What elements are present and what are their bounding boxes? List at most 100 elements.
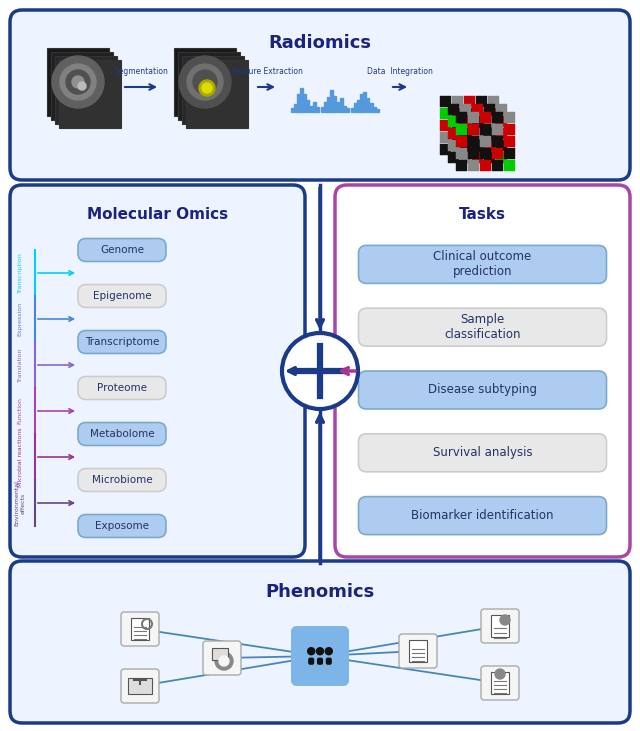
Bar: [464, 120, 475, 131]
Bar: [448, 128, 459, 139]
Bar: [460, 128, 471, 139]
Circle shape: [78, 82, 86, 90]
Circle shape: [215, 652, 233, 670]
Bar: [327, 97, 330, 112]
Bar: [343, 106, 346, 112]
Bar: [468, 136, 479, 147]
Circle shape: [193, 70, 217, 94]
FancyBboxPatch shape: [481, 666, 519, 700]
FancyBboxPatch shape: [203, 641, 241, 675]
Bar: [496, 116, 507, 127]
FancyBboxPatch shape: [55, 56, 117, 124]
Bar: [476, 144, 487, 155]
Text: Function: Function: [17, 398, 22, 425]
Text: Clinical outcome
prediction: Clinical outcome prediction: [433, 251, 532, 279]
FancyBboxPatch shape: [182, 56, 244, 124]
Circle shape: [72, 76, 84, 88]
Bar: [492, 124, 503, 135]
Bar: [452, 108, 463, 119]
Text: Genome: Genome: [100, 245, 144, 255]
Text: Translation: Translation: [17, 348, 22, 382]
FancyBboxPatch shape: [51, 52, 113, 120]
Bar: [452, 120, 463, 131]
Bar: [492, 160, 503, 171]
Bar: [307, 100, 309, 112]
Text: Disease subtyping: Disease subtyping: [428, 384, 537, 396]
FancyBboxPatch shape: [121, 669, 159, 703]
Bar: [440, 120, 451, 131]
Text: Sample
classification: Sample classification: [444, 313, 521, 341]
Bar: [476, 108, 487, 119]
Bar: [313, 102, 316, 112]
Bar: [468, 160, 479, 171]
Bar: [504, 160, 515, 171]
Bar: [460, 104, 471, 115]
FancyBboxPatch shape: [358, 433, 607, 471]
Bar: [448, 116, 459, 127]
Text: Proteome: Proteome: [97, 383, 147, 393]
Text: Environmental
effects: Environmental effects: [15, 480, 26, 526]
Bar: [460, 116, 471, 127]
Bar: [480, 112, 491, 123]
Bar: [492, 136, 503, 147]
Circle shape: [187, 64, 223, 100]
Text: Molecular Omics: Molecular Omics: [87, 207, 228, 222]
Circle shape: [282, 333, 358, 409]
Bar: [440, 144, 451, 155]
Bar: [492, 112, 503, 123]
Bar: [324, 102, 326, 112]
Bar: [337, 102, 339, 112]
FancyBboxPatch shape: [491, 615, 509, 637]
Circle shape: [495, 669, 505, 679]
FancyBboxPatch shape: [78, 330, 166, 354]
Bar: [480, 148, 491, 159]
Bar: [456, 136, 467, 147]
Bar: [488, 144, 499, 155]
Bar: [376, 109, 379, 112]
Bar: [488, 96, 499, 107]
Circle shape: [52, 56, 104, 108]
Bar: [472, 128, 483, 139]
Bar: [504, 112, 515, 123]
FancyBboxPatch shape: [358, 308, 607, 346]
Text: Data  Integration: Data Integration: [367, 67, 433, 76]
Text: Phenomics: Phenomics: [266, 583, 374, 601]
Text: Exposome: Exposome: [95, 521, 149, 531]
Text: Transcription: Transcription: [17, 253, 22, 293]
Bar: [496, 104, 507, 115]
FancyBboxPatch shape: [326, 658, 332, 664]
FancyBboxPatch shape: [78, 238, 166, 262]
Bar: [472, 116, 483, 127]
Bar: [373, 107, 376, 112]
FancyBboxPatch shape: [399, 634, 437, 668]
Bar: [448, 152, 459, 163]
Bar: [367, 98, 369, 112]
Bar: [480, 136, 491, 147]
Text: Microbiome: Microbiome: [92, 475, 152, 485]
FancyBboxPatch shape: [317, 658, 323, 664]
Text: Microbial reactions: Microbial reactions: [17, 427, 22, 487]
Bar: [480, 160, 491, 171]
Bar: [492, 148, 503, 159]
Bar: [472, 140, 483, 151]
Bar: [464, 144, 475, 155]
FancyBboxPatch shape: [212, 648, 228, 660]
Bar: [440, 108, 451, 119]
FancyBboxPatch shape: [59, 60, 121, 128]
Bar: [300, 88, 303, 112]
Bar: [448, 104, 459, 115]
FancyBboxPatch shape: [78, 515, 166, 537]
Bar: [354, 103, 356, 112]
Bar: [496, 152, 507, 163]
FancyBboxPatch shape: [491, 672, 509, 694]
Text: Expression: Expression: [17, 302, 22, 336]
Bar: [496, 128, 507, 139]
FancyBboxPatch shape: [78, 284, 166, 308]
Bar: [452, 96, 463, 107]
Bar: [370, 103, 372, 112]
Circle shape: [219, 656, 229, 666]
Bar: [504, 136, 515, 147]
FancyBboxPatch shape: [10, 561, 630, 723]
Bar: [303, 94, 306, 112]
FancyBboxPatch shape: [335, 185, 630, 557]
